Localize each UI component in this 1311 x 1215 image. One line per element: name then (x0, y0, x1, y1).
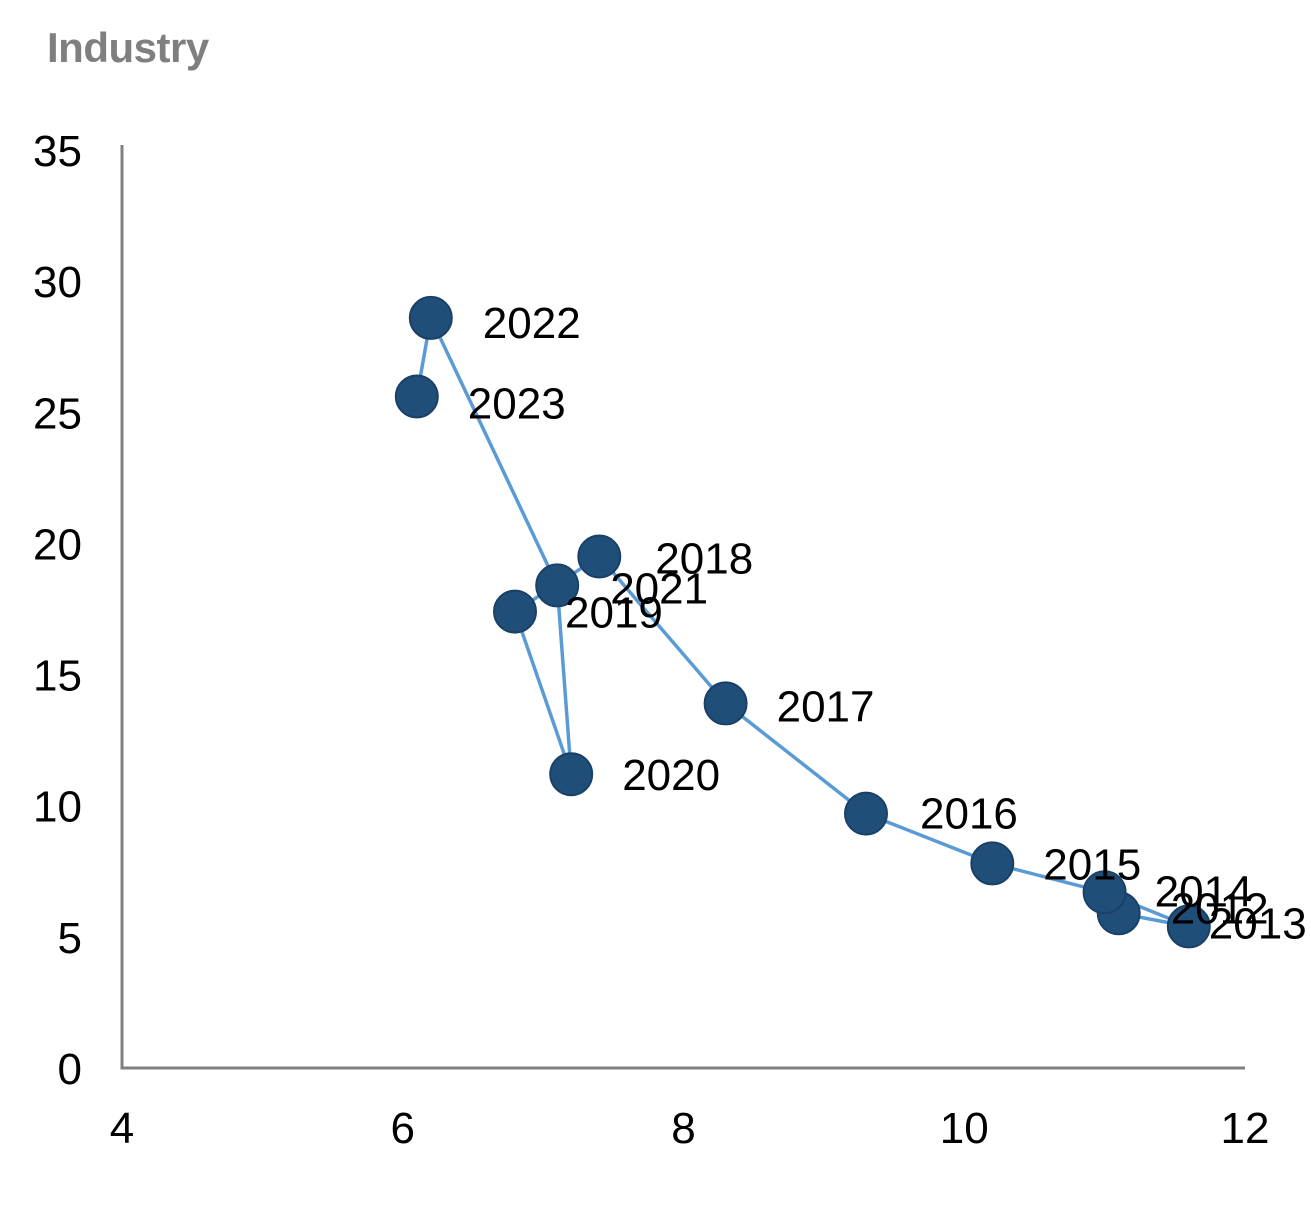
data-point-label-2021: 2021 (610, 564, 708, 613)
y-axis-tick-label: 15 (33, 652, 82, 701)
y-axis-tick-label: 0 (58, 1045, 82, 1094)
data-point-label-2018: 2018 (655, 535, 753, 584)
x-axis-tick-label: 8 (671, 1104, 695, 1153)
data-point-label-2013: 2013 (1209, 899, 1307, 948)
data-point-marker-2015 (970, 841, 1015, 886)
data-point-label-2012: 2012 (1171, 884, 1269, 933)
chart-title: Industry (47, 24, 210, 71)
data-point-label-2015: 2015 (1043, 840, 1141, 889)
y-axis-tick-labels: 0 5 10 15 20 25 30 35 (33, 127, 82, 1094)
x-axis-tick-label: 6 (391, 1104, 415, 1153)
data-point-label-2019: 2019 (565, 589, 663, 638)
data-point-label-2014: 2014 (1155, 867, 1253, 916)
y-axis-tick-label: 20 (33, 520, 82, 569)
data-point-marker-2021 (535, 563, 580, 608)
x-axis-tick-label: 10 (940, 1104, 989, 1153)
data-point-markers (394, 295, 1211, 949)
x-axis-tick-label: 12 (1221, 1104, 1270, 1153)
data-point-marker-2016 (844, 791, 888, 836)
y-axis-tick-label: 10 (33, 783, 82, 832)
data-point-marker-2013 (1166, 904, 1211, 949)
y-axis-tick-label: 25 (33, 389, 82, 438)
axes (120, 145, 1245, 1070)
data-point-label-2017: 2017 (777, 682, 875, 731)
y-axis-tick-label: 35 (33, 127, 82, 176)
y-axis-tick-label: 30 (33, 258, 82, 307)
x-axis-tick-labels: 4 6 8 10 12 (110, 1104, 1270, 1153)
x-axis-tick-label: 4 (110, 1104, 134, 1153)
data-point-marker-2023 (394, 374, 439, 419)
data-point-label-2022: 2022 (483, 299, 581, 348)
axis-lines (120, 145, 1245, 1070)
data-point-marker-2014 (1082, 870, 1127, 915)
data-point-marker-2018 (577, 534, 622, 579)
data-point-marker-2017 (703, 681, 748, 726)
data-point-marker-2022 (408, 295, 453, 340)
data-point-label-2016: 2016 (920, 790, 1018, 839)
y-axis-tick-label: 5 (58, 914, 82, 963)
data-point-label-2023: 2023 (468, 380, 566, 429)
data-point-marker-2020 (549, 752, 594, 797)
data-point-marker-2019 (493, 589, 537, 634)
data-point-label-2020: 2020 (622, 751, 720, 800)
